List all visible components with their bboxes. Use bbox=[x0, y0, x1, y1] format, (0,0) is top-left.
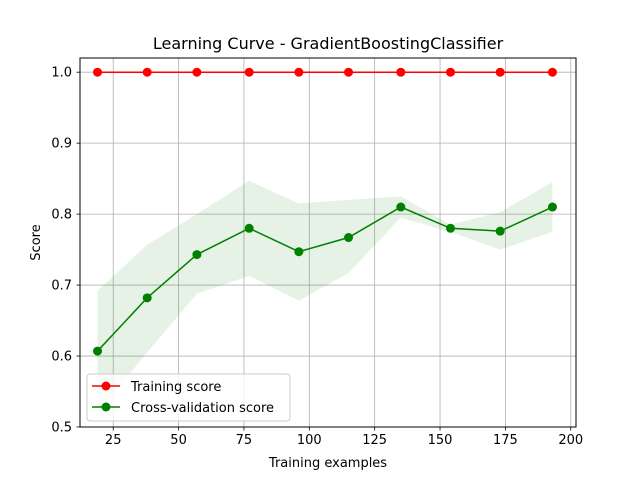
legend-box bbox=[86, 373, 291, 422]
point-series-1 bbox=[93, 346, 103, 356]
point-series-1 bbox=[294, 247, 304, 257]
point-series-0 bbox=[192, 67, 202, 77]
y-tick-label: 0.6 bbox=[51, 350, 72, 365]
axis-ticks: 25 50 75 100 125 150 175 200 0.5 0.6 0.7 0.8 0.9 1.0 bbox=[51, 66, 583, 448]
point-series-1 bbox=[344, 233, 354, 243]
x-tick-label: 200 bbox=[558, 433, 583, 448]
point-series-1 bbox=[445, 223, 455, 233]
point-series-0 bbox=[344, 67, 354, 77]
y-tick-label: 0.7 bbox=[51, 279, 72, 294]
point-series-1 bbox=[244, 223, 254, 233]
y-axis-label: Score bbox=[29, 224, 44, 260]
point-series-1 bbox=[142, 293, 152, 303]
legend-label-cv: Cross-validation score bbox=[131, 401, 274, 416]
series-lines bbox=[93, 67, 557, 356]
y-tick-label: 0.9 bbox=[51, 137, 72, 152]
x-tick-label: 50 bbox=[170, 433, 187, 448]
line-series-1 bbox=[96, 206, 553, 352]
x-tick-label: 75 bbox=[236, 433, 253, 448]
point-series-1 bbox=[192, 250, 202, 260]
band-series-1 bbox=[97, 180, 553, 413]
x-tick-label: 150 bbox=[428, 433, 453, 448]
point-series-0 bbox=[396, 67, 406, 77]
confidence-bands bbox=[97, 180, 553, 413]
y-tick-label: 0.8 bbox=[51, 208, 72, 223]
point-series-1 bbox=[495, 226, 505, 236]
legend-marker-training bbox=[101, 381, 111, 391]
point-series-1 bbox=[547, 202, 557, 212]
x-tick-label: 100 bbox=[297, 433, 322, 448]
point-series-0 bbox=[93, 67, 103, 77]
x-axis-label: Training examples bbox=[268, 456, 387, 471]
point-series-0 bbox=[445, 67, 455, 77]
x-tick-label: 125 bbox=[362, 433, 387, 448]
plot-frame bbox=[79, 57, 577, 428]
x-tick-label: 25 bbox=[105, 433, 122, 448]
legend-label-training: Training score bbox=[130, 380, 221, 395]
legend-marker-cv bbox=[101, 402, 111, 412]
legend: Training score Cross-validation score bbox=[86, 373, 291, 422]
point-series-0 bbox=[547, 67, 557, 77]
point-series-0 bbox=[294, 67, 304, 77]
point-series-0 bbox=[495, 67, 505, 77]
point-series-0 bbox=[244, 67, 254, 77]
x-tick-label: 175 bbox=[493, 433, 518, 448]
y-tick-label: 1.0 bbox=[51, 66, 72, 81]
chart-title: Learning Curve - GradientBoostingClassif… bbox=[153, 34, 504, 53]
point-series-0 bbox=[142, 67, 152, 77]
point-series-1 bbox=[396, 202, 406, 212]
y-tick-label: 0.5 bbox=[51, 421, 72, 436]
